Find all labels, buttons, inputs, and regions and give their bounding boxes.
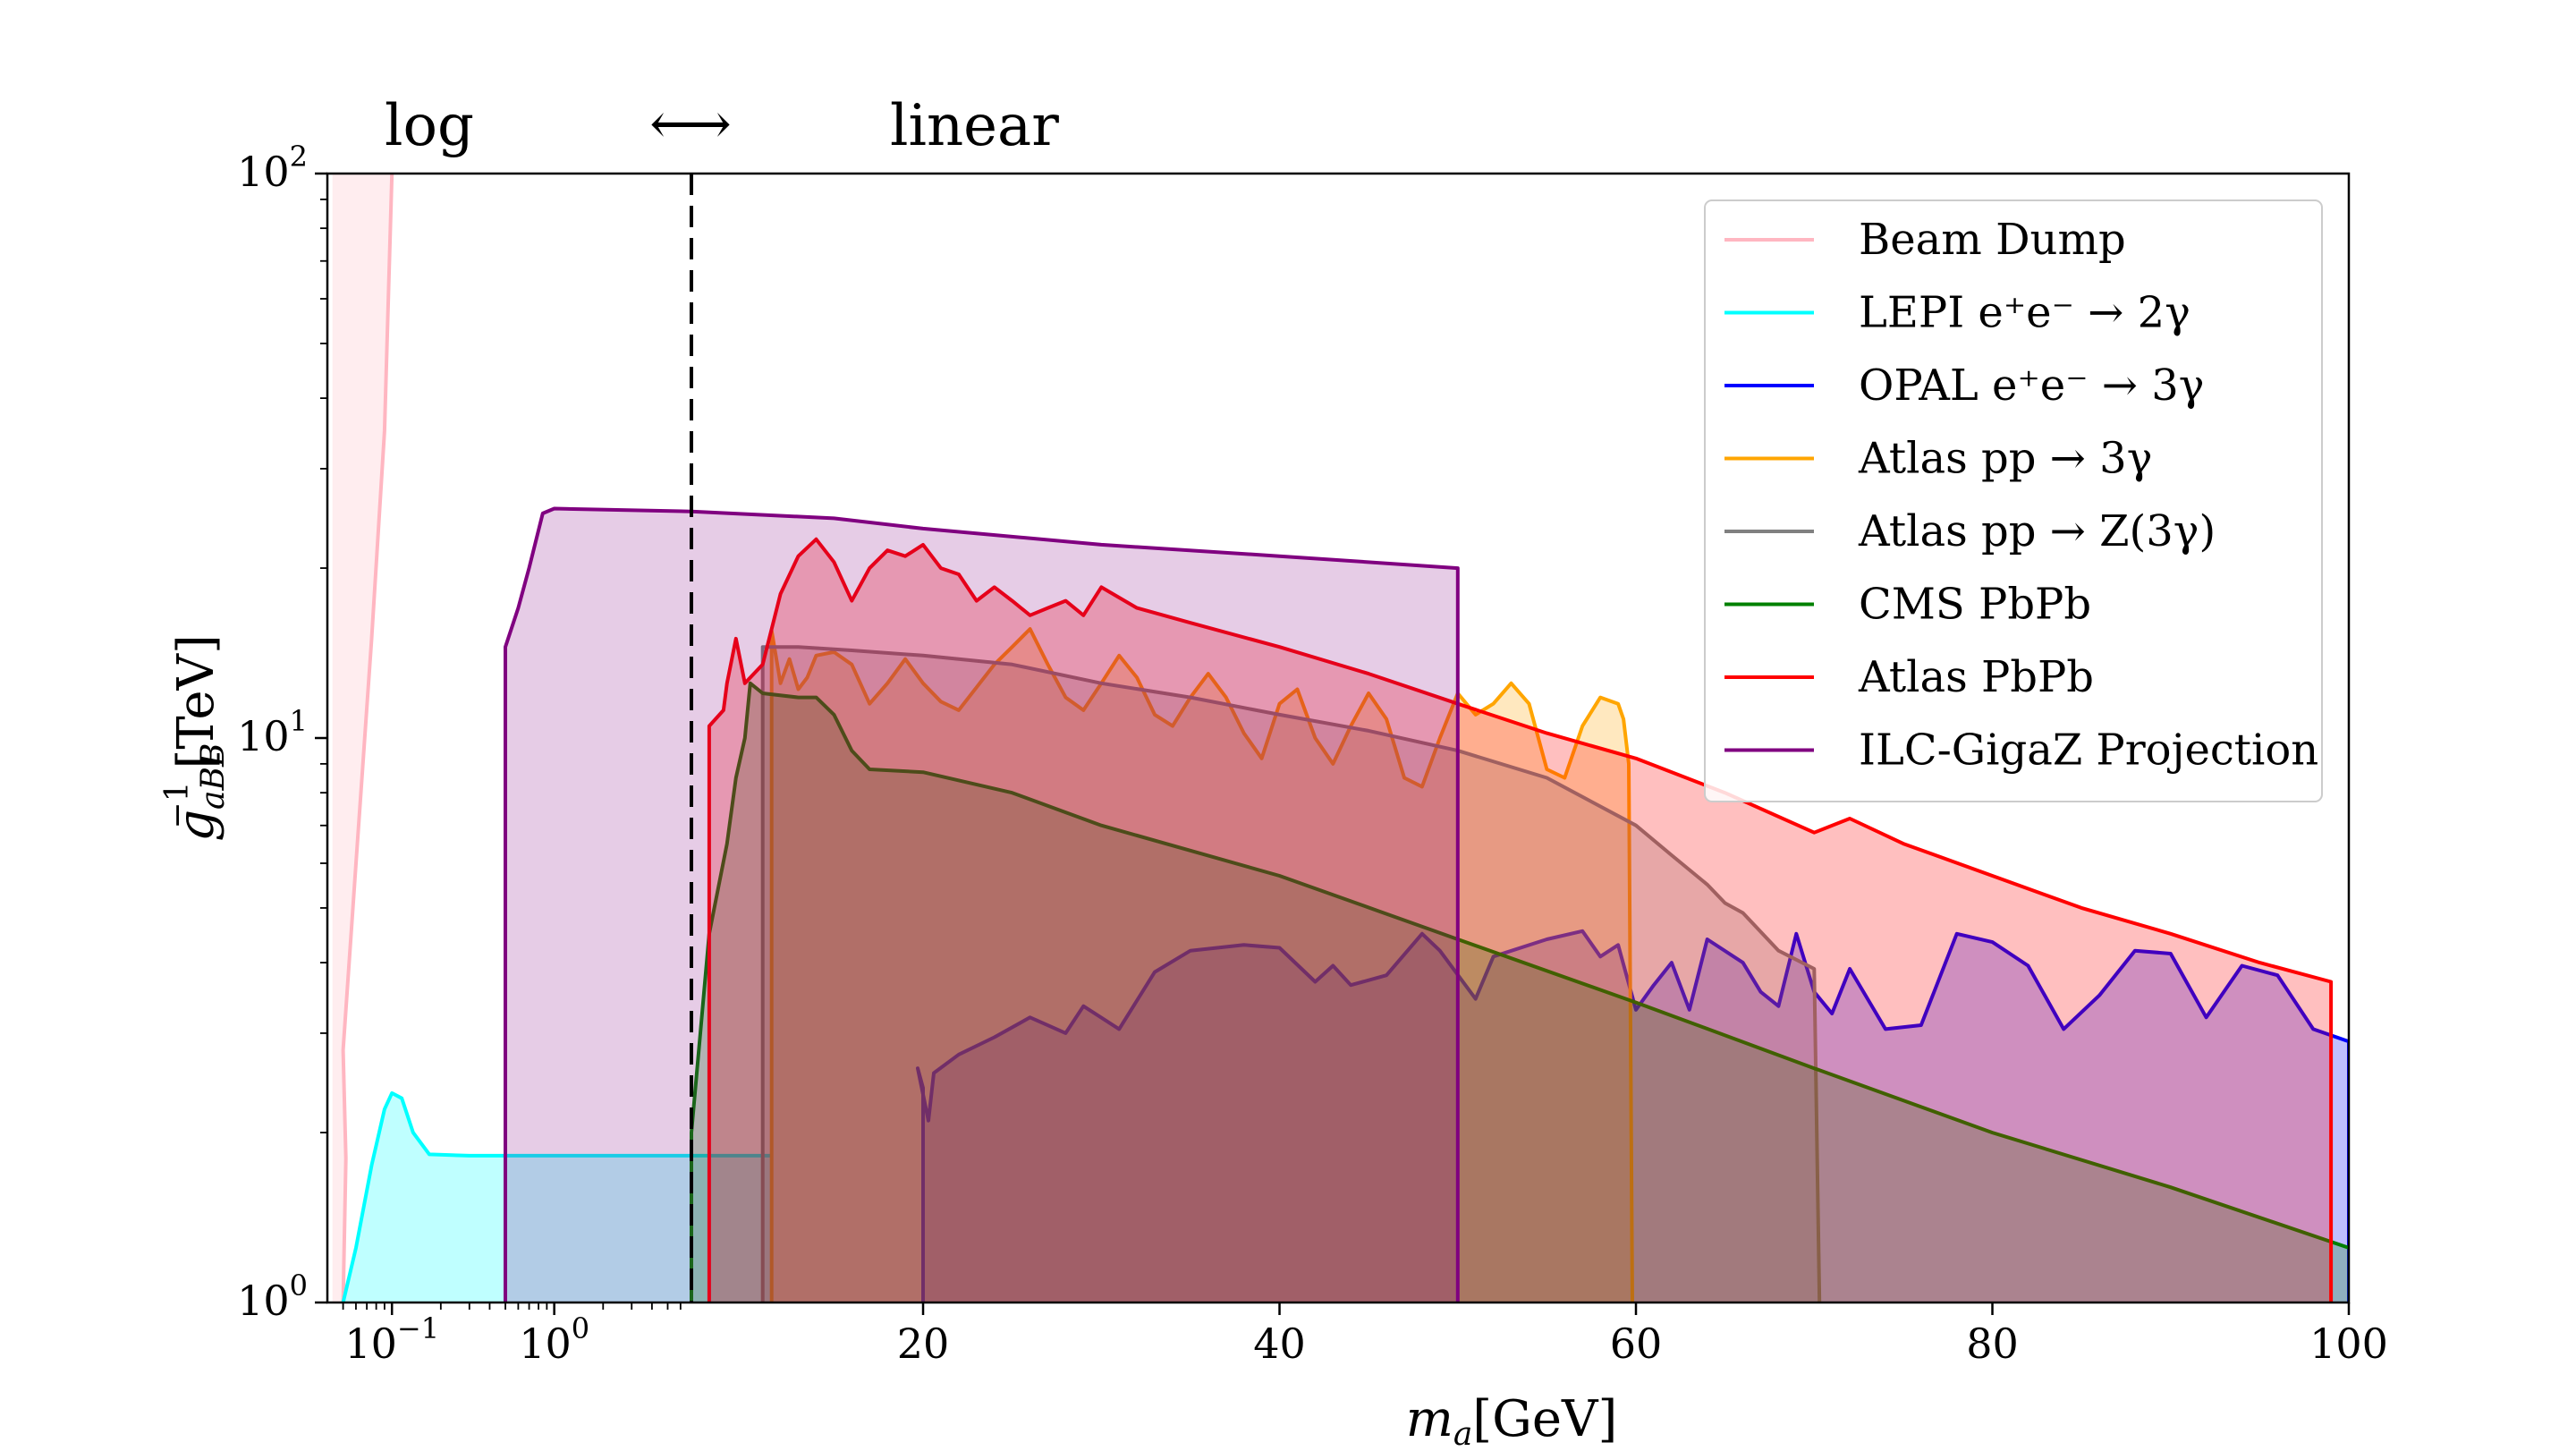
x-tick-label: 20 [897, 1319, 950, 1368]
series-line-cms-pbpb [690, 681, 2349, 1303]
legend-label-cms-pbpb: CMS PbPb [1859, 580, 2091, 630]
series-line-beam-dump [341, 174, 394, 1303]
series-fill-opal-e-e-3 [918, 930, 2349, 1303]
series-line-lepi-e-e-2 [341, 1090, 772, 1303]
series-fill-lepi-e-e-2 [343, 1092, 772, 1303]
series-fill-atlas-pp-3 [771, 629, 1632, 1303]
x-tick-label: 40 [1253, 1319, 1306, 1368]
scale-note-log: log [385, 93, 474, 159]
x-tick-label: 100 [2309, 1319, 2388, 1368]
series-line-atlas-pp-z-3 [760, 645, 1822, 1303]
legend-label-ilc-gigaz-projection: ILC-GigaZ Projection [1859, 726, 2318, 776]
x-tick-label: 10−1 [344, 1311, 439, 1368]
series-line-atlas-pbpb [707, 537, 2334, 1303]
y-tick-label: 101 [237, 704, 308, 760]
legend: Beam Dump LEPI e⁺e⁻ → 2γ OPAL e⁺e⁻ → 3γ Atl… [1704, 199, 2323, 802]
x-tick-label: 100 [519, 1311, 589, 1368]
series-line-opal-e-e-3 [916, 929, 2349, 1303]
series-fill-beam-dump [332, 174, 393, 1303]
scale-note-linear: linear [890, 93, 1059, 159]
legend-frame [1704, 199, 2323, 802]
y-tick-label: 100 [237, 1269, 308, 1325]
x-tick-label: 60 [1610, 1319, 1663, 1368]
legend-label-atlas-pbpb: Atlas PbPb [1858, 652, 2094, 702]
series-fill-ilc-gigaz-projection [505, 508, 1458, 1303]
x-tick-label: 80 [1966, 1319, 2019, 1368]
legend-label-beam-dump: Beam Dump [1859, 215, 2126, 265]
y-axis-title: gaBB−1[TeV] [159, 634, 232, 842]
scale-note: log ⟷ linear [385, 91, 1059, 159]
legend-label-atlas-pp-z-3: Atlas pp → Z(3γ) [1858, 506, 2216, 556]
legend-label-atlas-pp-3: Atlas pp → 3γ [1858, 434, 2152, 484]
series-fill-cms-pbpb [691, 683, 2349, 1303]
legend-label-lepi-e-e-2: LEPI e⁺e⁻ → 2γ [1859, 288, 2190, 338]
x-axis-title: ma[GeV] [1406, 1390, 1618, 1451]
series-fill-atlas-pp-z-3 [762, 647, 1820, 1303]
series-fill-atlas-pbpb [708, 539, 2332, 1303]
y-tick-label: 102 [237, 140, 308, 196]
scale-note-arrow: ⟷ [649, 91, 732, 157]
legend-label-opal-e-e-3: OPAL e⁺e⁻ → 3γ [1859, 361, 2204, 411]
